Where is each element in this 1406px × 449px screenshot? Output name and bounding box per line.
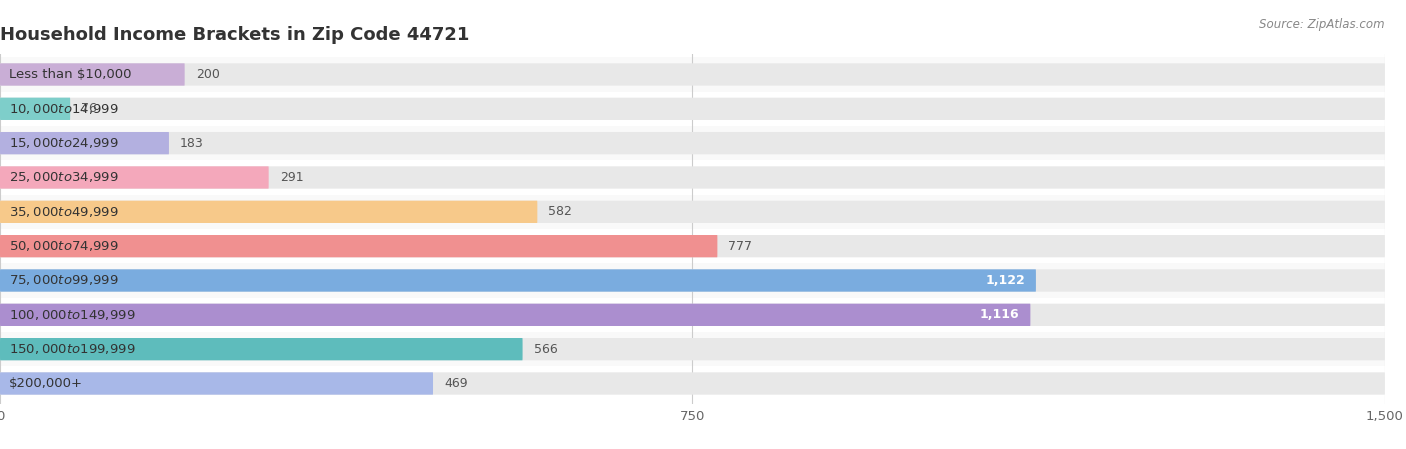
FancyBboxPatch shape: [0, 201, 1385, 223]
FancyBboxPatch shape: [0, 338, 523, 360]
Text: $200,000+: $200,000+: [10, 377, 83, 390]
FancyBboxPatch shape: [0, 235, 1385, 257]
FancyBboxPatch shape: [0, 63, 184, 86]
Bar: [0, 263, 1385, 298]
Bar: [0, 57, 1385, 92]
Text: $35,000 to $49,999: $35,000 to $49,999: [10, 205, 120, 219]
FancyBboxPatch shape: [0, 235, 717, 257]
Text: 777: 777: [728, 240, 752, 253]
Text: Household Income Brackets in Zip Code 44721: Household Income Brackets in Zip Code 44…: [0, 26, 470, 44]
Bar: [0, 366, 1385, 401]
Bar: [0, 92, 1385, 126]
Text: 291: 291: [280, 171, 304, 184]
FancyBboxPatch shape: [0, 132, 1385, 154]
FancyBboxPatch shape: [0, 372, 1385, 395]
Text: Source: ZipAtlas.com: Source: ZipAtlas.com: [1260, 18, 1385, 31]
FancyBboxPatch shape: [0, 304, 1031, 326]
Bar: [0, 195, 1385, 229]
Text: 76: 76: [82, 102, 97, 115]
Text: 566: 566: [534, 343, 557, 356]
FancyBboxPatch shape: [0, 166, 1385, 189]
Text: $150,000 to $199,999: $150,000 to $199,999: [10, 342, 136, 356]
FancyBboxPatch shape: [0, 166, 269, 189]
Bar: [0, 126, 1385, 160]
Text: 1,116: 1,116: [980, 308, 1019, 321]
Bar: [0, 160, 1385, 195]
Text: 1,122: 1,122: [986, 274, 1025, 287]
Bar: [0, 298, 1385, 332]
Text: $100,000 to $149,999: $100,000 to $149,999: [10, 308, 136, 322]
FancyBboxPatch shape: [0, 304, 1385, 326]
Text: 582: 582: [548, 205, 572, 218]
Text: $15,000 to $24,999: $15,000 to $24,999: [10, 136, 120, 150]
FancyBboxPatch shape: [0, 63, 1385, 86]
FancyBboxPatch shape: [0, 97, 70, 120]
Text: 200: 200: [195, 68, 219, 81]
Bar: [0, 229, 1385, 263]
Text: $25,000 to $34,999: $25,000 to $34,999: [10, 171, 120, 185]
FancyBboxPatch shape: [0, 201, 537, 223]
Text: 469: 469: [444, 377, 468, 390]
Text: 183: 183: [180, 136, 204, 150]
FancyBboxPatch shape: [0, 269, 1036, 292]
FancyBboxPatch shape: [0, 97, 1385, 120]
Text: Less than $10,000: Less than $10,000: [10, 68, 132, 81]
Text: $75,000 to $99,999: $75,000 to $99,999: [10, 273, 120, 287]
Text: $10,000 to $14,999: $10,000 to $14,999: [10, 102, 120, 116]
FancyBboxPatch shape: [0, 338, 1385, 360]
Bar: [0, 332, 1385, 366]
Text: $50,000 to $74,999: $50,000 to $74,999: [10, 239, 120, 253]
FancyBboxPatch shape: [0, 132, 169, 154]
FancyBboxPatch shape: [0, 372, 433, 395]
FancyBboxPatch shape: [0, 269, 1385, 292]
